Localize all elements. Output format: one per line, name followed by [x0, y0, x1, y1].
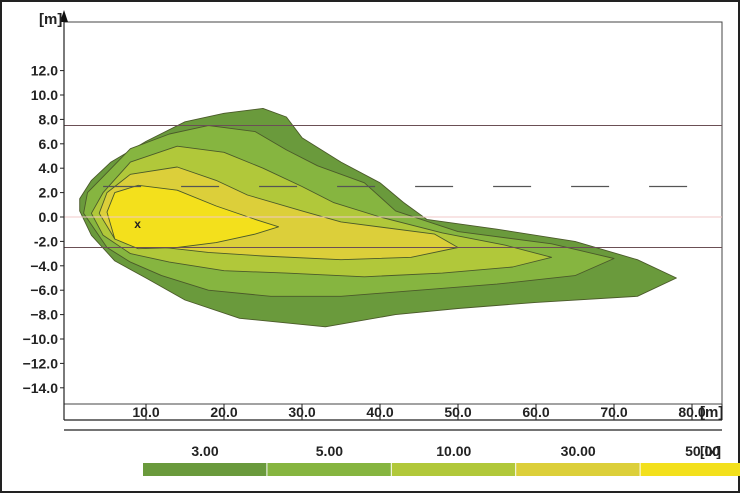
reference-lines — [64, 124, 722, 249]
legend: 3.00 5.00 10.00 30.00 50.00[lx] — [143, 443, 740, 476]
y-tick-label: −6.0 — [30, 282, 58, 298]
y-tick-label: −14.0 — [23, 380, 59, 396]
y-tick-label: −8.0 — [30, 307, 58, 323]
legend-label: 5.00 — [316, 443, 343, 459]
legend-label: 50.00 — [685, 443, 720, 459]
x-tick-label: 30.0 — [288, 404, 315, 420]
x-tick-label: 50.0 — [444, 404, 471, 420]
x-axis-ticks: 10.0 20.0 30.0 40.0 50.0 60.0 70.0 80.0 — [132, 404, 706, 420]
x-tick-label: 40.0 — [366, 404, 393, 420]
y-tick-label: 10.0 — [31, 87, 58, 103]
legend-swatch-3-00 — [143, 463, 267, 476]
y-tick-label: 8.0 — [39, 111, 59, 127]
legend-swatch-30-00 — [516, 463, 640, 476]
y-tick-label: 4.0 — [39, 160, 59, 176]
x-tick-label: 10.0 — [132, 404, 159, 420]
legend-label: 30.00 — [561, 443, 596, 459]
luminaire-marker: x — [134, 217, 141, 231]
legend-unit: [lx] — [700, 443, 721, 459]
y-tick-label: -2.0 — [34, 233, 58, 249]
legend-label: 3.00 — [191, 443, 218, 459]
y-tick-label: −4.0 — [30, 258, 58, 274]
legend-swatch-10-00 — [391, 463, 516, 476]
y-axis-label: [m] — [39, 11, 62, 28]
y-tick-label: −10.0 — [23, 331, 59, 347]
legend-swatch-50-00 — [640, 463, 740, 476]
x-axis-label: [m] — [700, 404, 723, 421]
y-axis-arrow — [60, 10, 68, 22]
isolux-contours — [79, 107, 677, 328]
x-tick-label: 20.0 — [210, 404, 237, 420]
y-tick-label: 12.0 — [31, 63, 58, 79]
y-tick-label: −12.0 — [23, 355, 59, 371]
y-tick-label: 2.0 — [39, 185, 59, 201]
legend-swatch-5-00 — [267, 463, 391, 476]
y-tick-label: 0.0 — [39, 209, 59, 225]
y-tick-label: 6.0 — [39, 136, 59, 152]
x-tick-label: 80.0 — [678, 404, 705, 420]
luminaire-marker-layer: x — [134, 217, 141, 231]
x-tick-label: 60.0 — [522, 404, 549, 420]
y-axis-ticks: 12.0 10.0 8.0 6.0 4.0 2.0 0.0 -2.0 −4.0 −6.0 −8.0 −… — [23, 63, 64, 396]
legend-label: 10.00 — [436, 443, 471, 459]
x-tick-label: 70.0 — [600, 404, 627, 420]
